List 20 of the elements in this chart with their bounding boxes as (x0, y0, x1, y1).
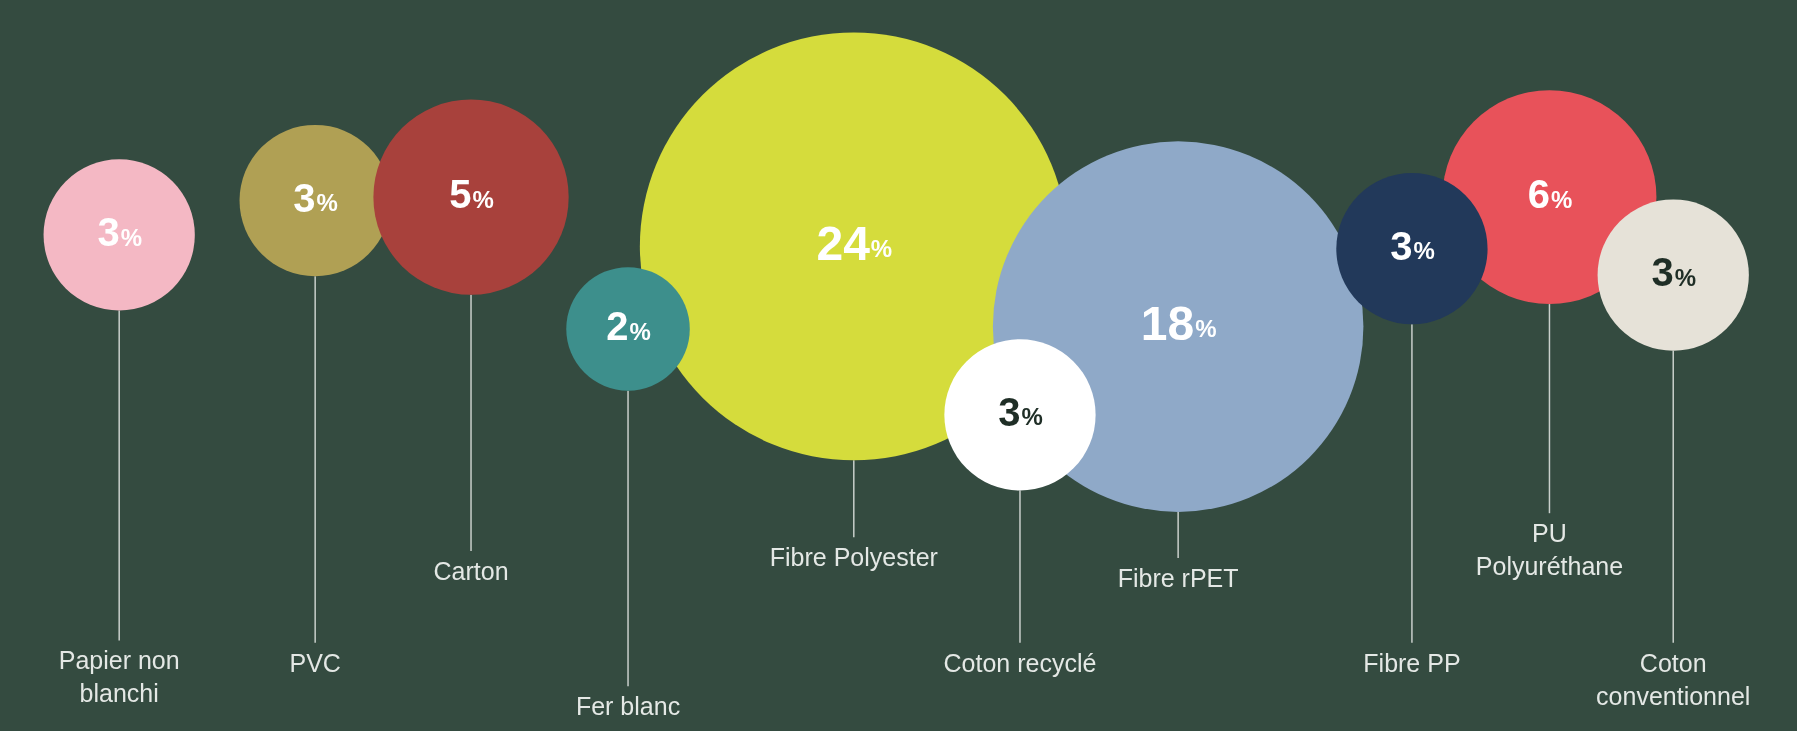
category-label: Coton recyclé (943, 648, 1097, 677)
data-label: 5% (449, 172, 494, 217)
category-label: Fer blanc (575, 692, 681, 721)
data-label: 3% (998, 389, 1043, 434)
data-label: 3% (97, 209, 142, 254)
category-label: Papier non blanchi (58, 646, 180, 708)
data-label: 18% (1140, 296, 1217, 350)
data-label: 3% (293, 175, 338, 220)
data-label: 3% (1651, 250, 1697, 295)
data-label: 24% (816, 216, 893, 270)
category-label: Fibre PP (1363, 648, 1461, 677)
data-label: 6% (1527, 172, 1573, 217)
data-label: 3% (1390, 223, 1435, 268)
category-label: PVC (289, 648, 341, 677)
category-label: Fibre rPET (1117, 563, 1239, 592)
category-label: Coton conventionnel (1596, 648, 1751, 710)
category-label: Carton (433, 556, 509, 585)
category-label: Fibre Polyester (769, 543, 938, 572)
category-label: PU Polyuréthane (1475, 519, 1624, 581)
data-label: 2% (606, 303, 651, 348)
